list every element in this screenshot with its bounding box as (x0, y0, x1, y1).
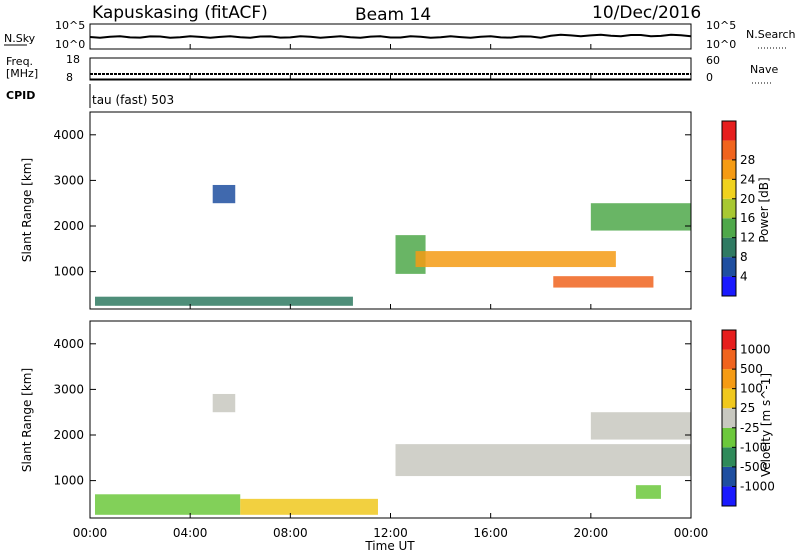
velocity-axes: 1000 2000 3000 4000 (53, 337, 691, 488)
power-colorbar-swatch-3 (722, 218, 736, 238)
velocity-colorbar-swatch-6 (722, 369, 736, 389)
velocity-colorbar-tick-label-4: -25 (740, 421, 760, 435)
velocity-colorbar-swatch-0 (722, 486, 736, 506)
noise-left-label: N.Sky (4, 32, 36, 45)
velocity-colorbar-swatch-1 (722, 466, 736, 487)
x-tick-label-1: 04:00 (173, 526, 208, 540)
power-colorbar-tick-label-0: 4 (740, 270, 748, 284)
velocity-region-1 (240, 498, 378, 515)
power-colorbar-label: Power [dB] (757, 177, 771, 242)
velocity-colorbar-tick-label-3: 25 (740, 401, 755, 415)
noise-right-tick-bottom: 10^0 (706, 38, 736, 51)
power-colorbar-tick-label-4: 20 (740, 192, 755, 206)
velocity-colorbar: 1000 500 100 25 -25 -100 -500 -1000 (721, 329, 775, 507)
x-tick-label-0: 00:00 (73, 526, 108, 540)
velocity-ytick-label-1: 2000 (53, 428, 84, 442)
velocity-ytick-label-2: 3000 (53, 382, 84, 396)
velocity-colorbar-tick-label-7: -1000 (740, 479, 775, 493)
power-colorbar-tick-label-5: 24 (740, 172, 755, 186)
velocity-colorbar-swatch-5 (722, 388, 736, 409)
power-ytick-label-2: 3000 (53, 173, 84, 187)
power-colorbar-swatch-1 (722, 257, 736, 277)
power-colorbar-tick-label-2: 12 (740, 231, 755, 245)
power-colorbar: 4 8 12 16 20 24 28 (721, 120, 755, 297)
velocity-data (95, 393, 691, 515)
freq-label-2: [MHz] (6, 67, 38, 80)
power-region-1 (212, 184, 236, 204)
velocity-ytick-label-3: 4000 (53, 337, 84, 351)
power-colorbar-swatch-4 (722, 198, 736, 219)
power-colorbar-tick-label-3: 16 (740, 211, 755, 225)
velocity-colorbar-swatch-8 (722, 330, 736, 350)
power-region-0 (95, 296, 353, 306)
velocity-colorbar-frame (721, 329, 737, 507)
noise-right-label: N.Search (746, 28, 796, 41)
x-tick-label-2: 08:00 (273, 526, 308, 540)
beam-title: Beam 14 (355, 5, 431, 25)
power-ytick-label-1: 2000 (53, 219, 84, 233)
nave-tick-bottom: 0 (706, 71, 713, 84)
power-colorbar-swatch-5 (722, 179, 736, 199)
power-axes: 1000 2000 3000 4000 (53, 128, 691, 279)
noise-left-tick-bottom: 10^0 (55, 38, 85, 51)
power-data (95, 184, 691, 306)
x-axis-label: Time UT (364, 539, 415, 553)
velocity-colorbar-swatch-4 (722, 408, 736, 428)
nave-tick-top: 60 (706, 54, 720, 67)
x-tick-label-3: 12:00 (373, 526, 408, 540)
power-ylabel: Slant Range [km] (20, 158, 34, 262)
power-colorbar-swatch-8 (722, 121, 736, 141)
station-title: Kapuskasing (fitACF) (92, 3, 268, 23)
power-ytick-label-3: 4000 (53, 128, 84, 142)
power-ytick-label-0: 1000 (53, 265, 84, 279)
velocity-region-5 (635, 485, 661, 499)
power-region-5 (590, 203, 691, 231)
power-colorbar-frame (721, 120, 737, 297)
cpid-value: tau (fast) 503 (92, 93, 174, 107)
noise-right-tick-top: 10^5 (706, 19, 736, 32)
power-colorbar-swatch-6 (722, 159, 736, 180)
velocity-colorbar-tick-label-6: -500 (740, 460, 767, 474)
velocity-colorbar-tick-label-0: 1000 (740, 343, 771, 357)
noise-left-tick-top: 10^5 (55, 19, 85, 32)
power-colorbar-swatch-7 (722, 140, 736, 160)
velocity-colorbar-tick-label-5: -100 (740, 440, 767, 454)
x-tick-label-6: 00:00 (674, 526, 709, 540)
velocity-ylabel: Slant Range [km] (20, 368, 34, 472)
velocity-colorbar-swatch-3 (722, 427, 736, 448)
power-colorbar-swatch-2 (722, 237, 736, 258)
velocity-colorbar-swatch-7 (722, 349, 736, 370)
nave-label: Nave (750, 63, 778, 76)
velocity-colorbar-tick-label-1: 500 (740, 362, 763, 376)
velocity-region-0 (95, 494, 241, 515)
velocity-region-2 (212, 393, 236, 413)
velocity-region-3 (395, 444, 691, 477)
date-title: 10/Dec/2016 (592, 3, 701, 23)
power-colorbar-swatch-0 (722, 276, 736, 296)
velocity-colorbar-tick-label-2: 100 (740, 382, 763, 396)
velocity-region-4 (590, 412, 691, 440)
power-region-3 (415, 251, 616, 268)
power-region-4 (553, 276, 654, 288)
freq-label-1: Freq. (6, 55, 33, 68)
freq-tick-bottom: 8 (66, 71, 73, 84)
power-colorbar-tick-label-1: 8 (740, 250, 748, 264)
power-colorbar-tick-label-6: 28 (740, 153, 755, 167)
velocity-colorbar-label: Velocity [m s^-1] (759, 373, 773, 477)
cpid-label: CPID (6, 89, 35, 102)
noise-trace (89, 33, 692, 39)
velocity-colorbar-swatch-2 (722, 447, 736, 467)
x-tick-label-5: 20:00 (574, 526, 609, 540)
velocity-ytick-label-0: 1000 (53, 474, 84, 488)
x-tick-label-4: 16:00 (473, 526, 508, 540)
freq-tick-top: 18 (66, 53, 80, 66)
x-axis-ticks: 00:00 04:00 08:00 12:00 16:00 20:00 00:00 (73, 44, 709, 540)
